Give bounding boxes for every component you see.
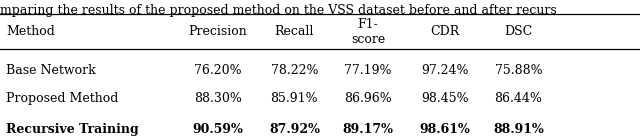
Text: 97.24%: 97.24%	[421, 64, 468, 76]
Text: 98.45%: 98.45%	[421, 92, 468, 105]
Text: Precision: Precision	[188, 25, 247, 38]
Text: 76.20%: 76.20%	[194, 64, 241, 76]
Text: 85.91%: 85.91%	[271, 92, 318, 105]
Text: 90.59%: 90.59%	[192, 123, 243, 136]
Text: 86.44%: 86.44%	[495, 92, 542, 105]
Text: 89.17%: 89.17%	[342, 123, 394, 136]
Text: Proposed Method: Proposed Method	[6, 92, 119, 105]
Text: F1-
score: F1- score	[351, 18, 385, 46]
Text: 88.91%: 88.91%	[493, 123, 544, 136]
Text: 98.61%: 98.61%	[419, 123, 470, 136]
Text: Base Network: Base Network	[6, 64, 96, 76]
Text: 75.88%: 75.88%	[495, 64, 542, 76]
Text: 86.96%: 86.96%	[344, 92, 392, 105]
Text: Recursive Training: Recursive Training	[6, 123, 139, 136]
Text: Recall: Recall	[275, 25, 314, 38]
Text: 88.30%: 88.30%	[194, 92, 241, 105]
Text: 87.92%: 87.92%	[269, 123, 320, 136]
Text: CDR: CDR	[430, 25, 460, 38]
Text: mparing the results of the proposed method on the VSS dataset before and after r: mparing the results of the proposed meth…	[0, 4, 557, 17]
Text: 77.19%: 77.19%	[344, 64, 392, 76]
Text: Method: Method	[6, 25, 55, 38]
Text: 78.22%: 78.22%	[271, 64, 318, 76]
Text: DSC: DSC	[504, 25, 532, 38]
